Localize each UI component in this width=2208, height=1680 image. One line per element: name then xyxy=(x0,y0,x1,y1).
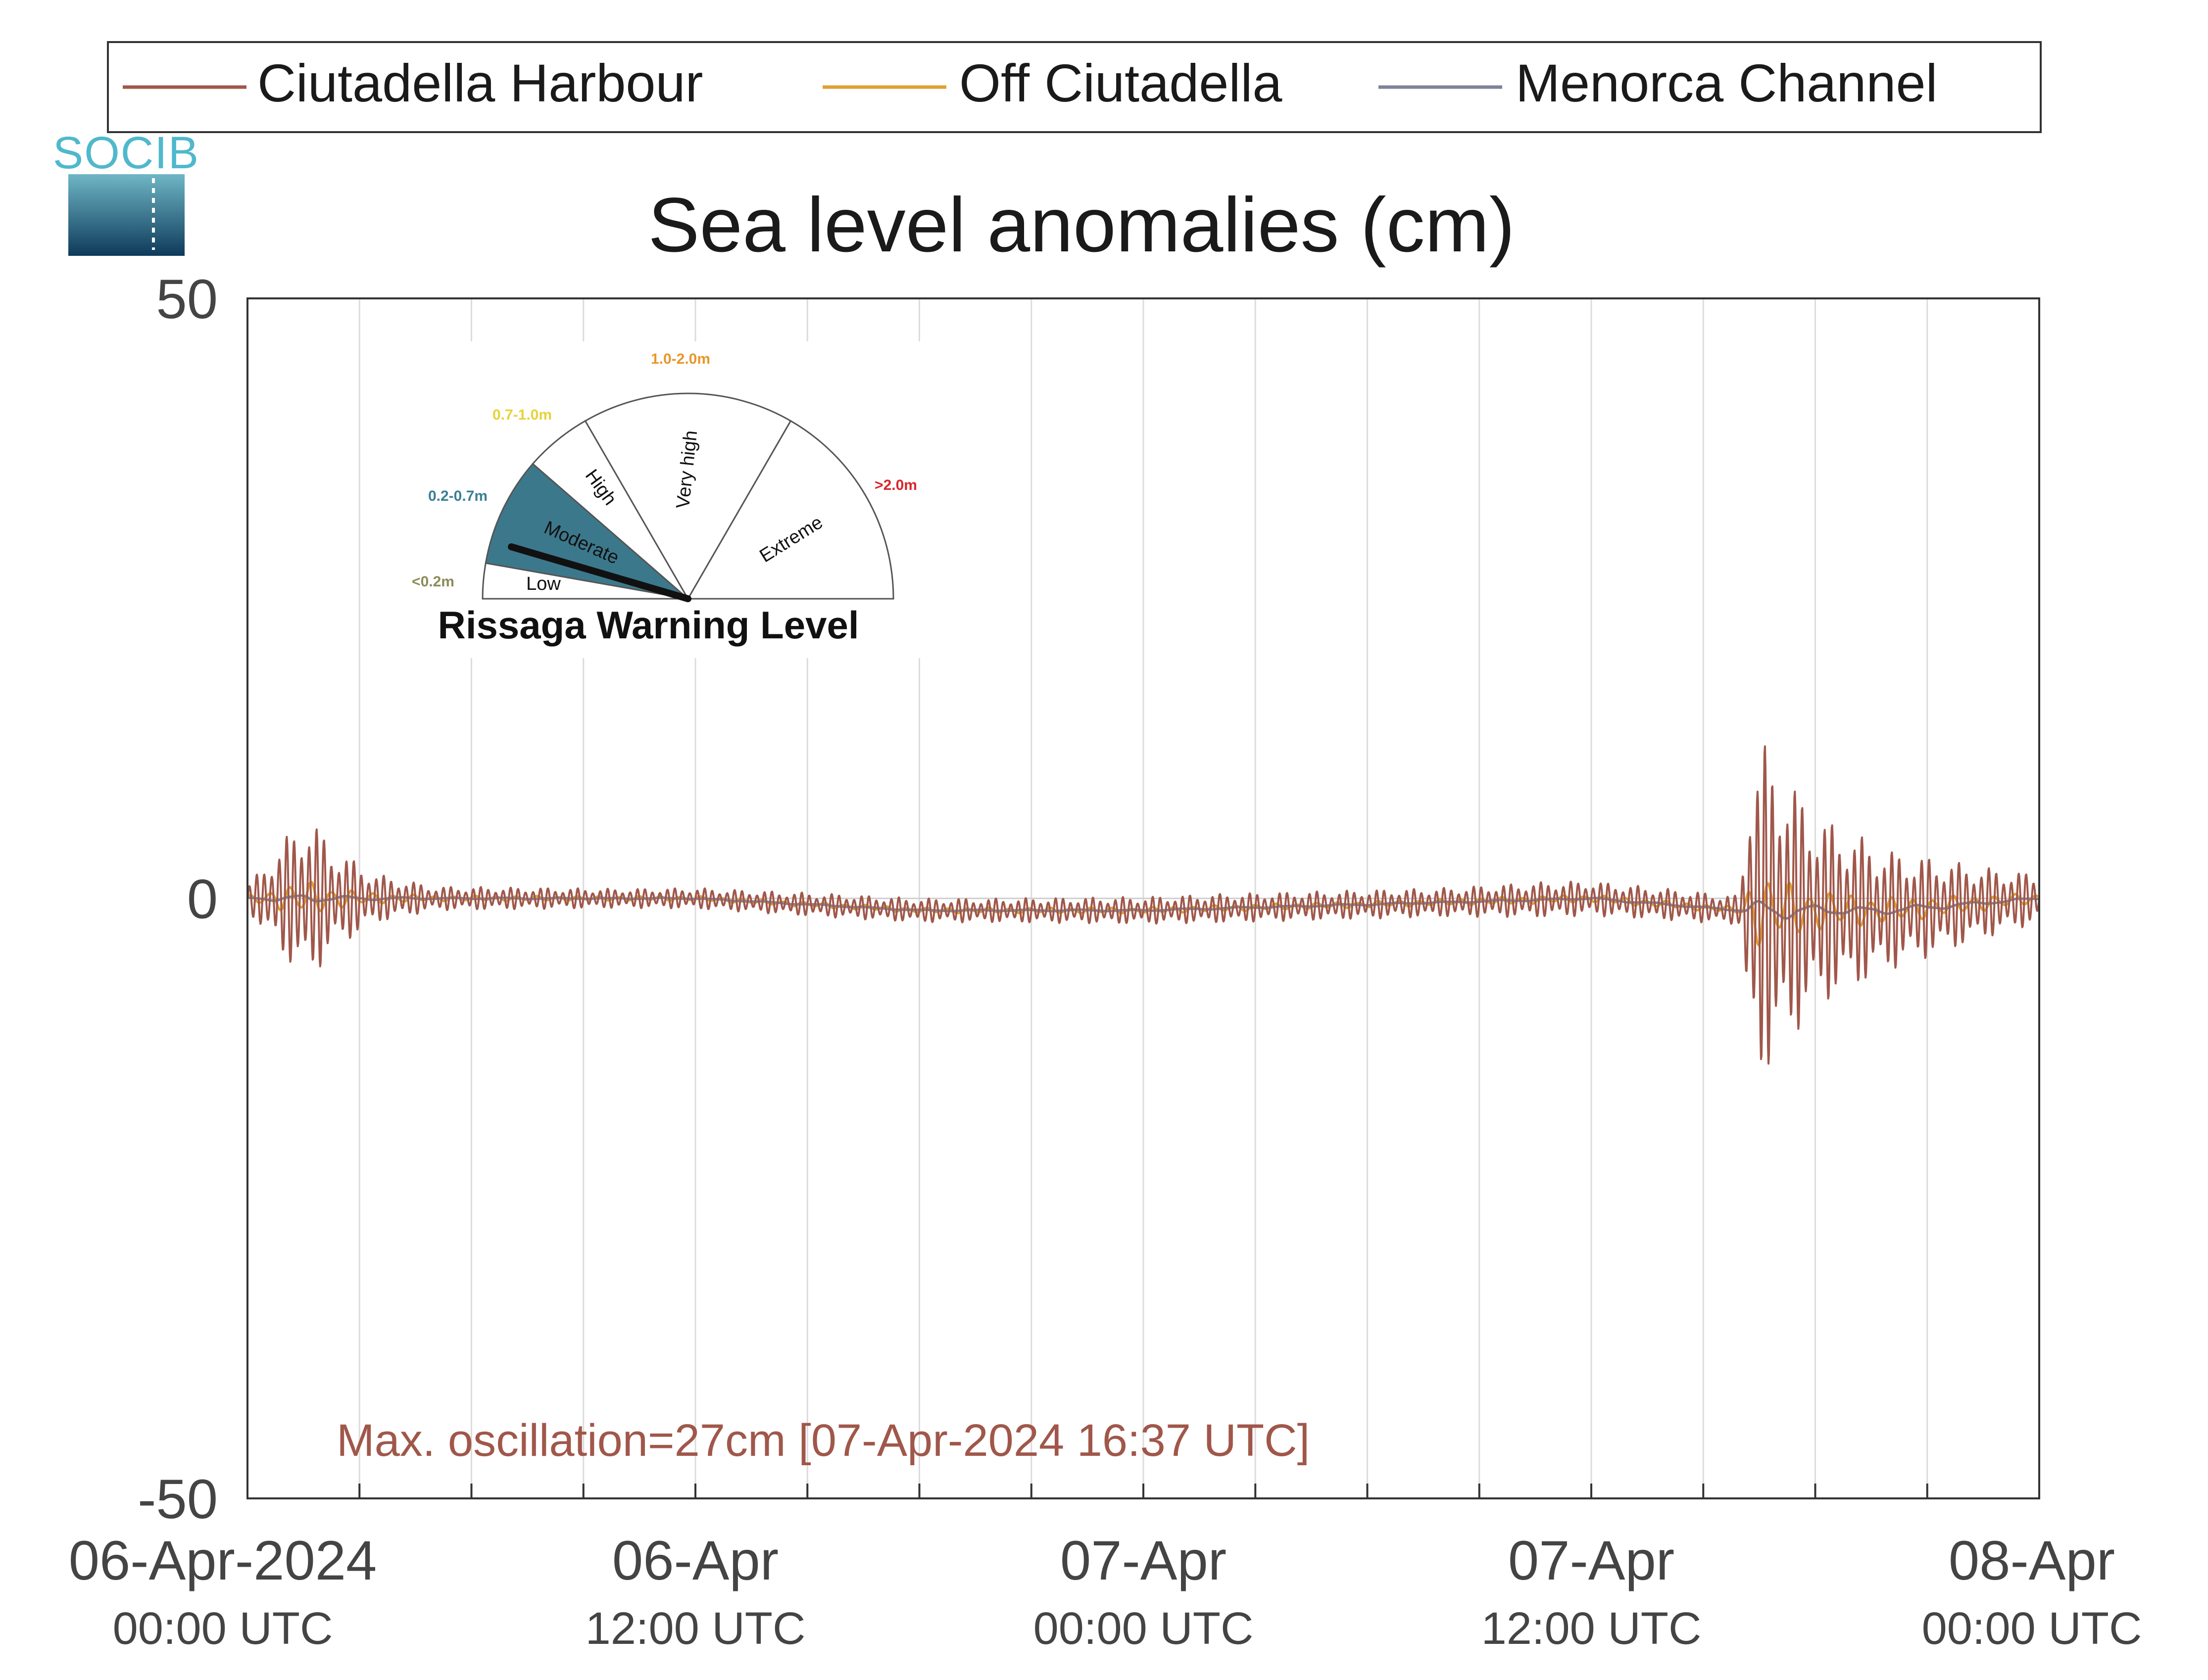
series-lines xyxy=(246,745,2040,1065)
gauge-sector-extreme xyxy=(687,420,894,600)
x-tick-date-label: 08-Apr xyxy=(1949,1530,2115,1591)
x-tick-marks xyxy=(358,1484,1928,1498)
legend-label-menorca-channel: Menorca Channel xyxy=(1516,53,1938,113)
x-tick-time-label: 00:00 UTC xyxy=(1033,1603,1254,1654)
gauge-sector-moderate xyxy=(485,463,691,600)
chart-title: Sea level anomalies (cm) xyxy=(648,182,1515,268)
rissaga-warning-gauge: Low Moderate High Very high Extreme <0.2… xyxy=(396,341,926,658)
gauge-needle xyxy=(508,543,691,602)
x-tick-time-label: 00:00 UTC xyxy=(1922,1603,2142,1654)
gauge-label-low: Low xyxy=(526,574,561,594)
x-tick-date-label: 06-Apr-2024 xyxy=(69,1530,377,1591)
y-tick-label: 50 xyxy=(156,268,218,330)
gauge-range-high: 0.7-1.0m xyxy=(492,407,552,423)
legend-label-ciutadella-harbour: Ciutadella Harbour xyxy=(257,53,703,113)
legend-label-off-ciutadella: Off Ciutadella xyxy=(959,53,1282,113)
x-tick-time-label: 00:00 UTC xyxy=(113,1603,333,1654)
max-oscillation-annotation: Max. oscillation=27cm [07-Apr-2024 16:37… xyxy=(337,1415,1310,1466)
y-tick-label: -50 xyxy=(138,1468,218,1530)
logo-text: SOCIB xyxy=(53,128,199,178)
gauge-range-very-high: 1.0-2.0m xyxy=(651,351,710,367)
x-tick-date-label: 06-Apr xyxy=(612,1530,779,1591)
gauge-sector-very-high xyxy=(584,392,792,600)
x-tick-date-label: 07-Apr xyxy=(1060,1530,1227,1591)
gauge-range-low: <0.2m xyxy=(412,574,454,590)
x-tick-time-label: 12:00 UTC xyxy=(586,1603,806,1654)
y-tick-label: 0 xyxy=(187,868,218,930)
gauge-title: Rissaga Warning Level xyxy=(438,603,859,647)
x-tick-date-label: 07-Apr xyxy=(1508,1530,1674,1591)
socib-logo: SOCIB xyxy=(53,128,199,256)
series-line-ciutadella-harbour xyxy=(246,745,2040,1065)
x-tick-time-label: 12:00 UTC xyxy=(1481,1603,1702,1654)
logo-block xyxy=(68,174,185,256)
x-tick-labels: 06-Apr-2024 00:00 UTC 06-Apr 12:00 UTC 07-Ap… xyxy=(69,1530,2142,1654)
legend-box xyxy=(107,41,2042,133)
legend: Ciutadella Harbour Off Ciutadella Menorc… xyxy=(107,41,2042,133)
gauge-sector-high xyxy=(532,420,689,600)
gauge-range-extreme: >2.0m xyxy=(875,477,917,493)
y-tick-labels: 50 0 -50 xyxy=(138,268,218,1530)
gauge-range-moderate: 0.2-0.7m xyxy=(428,488,488,504)
